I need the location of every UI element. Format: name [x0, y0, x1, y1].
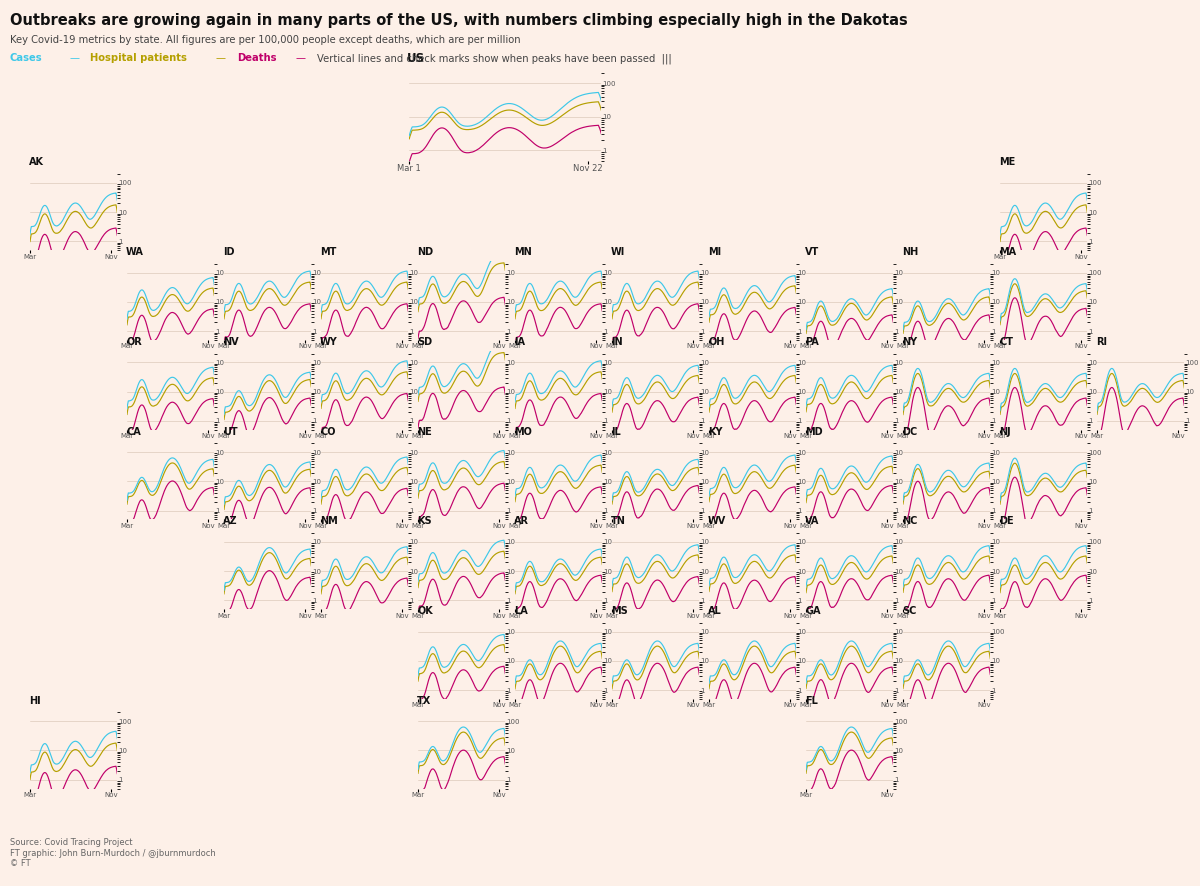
Text: DC: DC	[902, 426, 917, 437]
Text: LA: LA	[514, 606, 528, 616]
Text: GA: GA	[805, 606, 821, 616]
Text: Vertical lines and check marks show when peaks have been passed  |||: Vertical lines and check marks show when…	[317, 53, 672, 64]
Text: CA: CA	[126, 426, 140, 437]
Text: FL: FL	[805, 696, 818, 705]
Text: ID: ID	[223, 247, 235, 257]
Text: Cases: Cases	[10, 53, 42, 63]
Text: TX: TX	[418, 696, 431, 705]
Text: NY: NY	[902, 337, 917, 346]
Text: NV: NV	[223, 337, 239, 346]
Text: MD: MD	[805, 426, 823, 437]
Text: AL: AL	[708, 606, 722, 616]
Text: Source: Covid Tracing Project
FT graphic: John Burn-Murdoch / @jburnmurdoch
© FT: Source: Covid Tracing Project FT graphic…	[10, 838, 215, 868]
Text: AZ: AZ	[223, 517, 238, 526]
Text: WV: WV	[708, 517, 726, 526]
Text: VA: VA	[805, 517, 820, 526]
Text: NC: NC	[902, 517, 918, 526]
Text: —: —	[216, 53, 226, 63]
Text: KY: KY	[708, 426, 722, 437]
Text: NE: NE	[418, 426, 432, 437]
Text: MS: MS	[611, 606, 628, 616]
Text: NH: NH	[902, 247, 918, 257]
Text: IL: IL	[611, 426, 620, 437]
Text: Outbreaks are growing again in many parts of the US, with numbers climbing espec: Outbreaks are growing again in many part…	[10, 13, 907, 28]
Text: AK: AK	[29, 158, 44, 167]
Text: —: —	[70, 53, 79, 63]
Text: OH: OH	[708, 337, 725, 346]
Text: —: —	[295, 53, 305, 63]
Text: TN: TN	[611, 517, 626, 526]
Text: RI: RI	[1096, 337, 1108, 346]
Text: SC: SC	[902, 606, 917, 616]
Text: MO: MO	[514, 426, 532, 437]
Text: CT: CT	[1000, 337, 1013, 346]
Text: HI: HI	[29, 696, 41, 705]
Text: OK: OK	[418, 606, 433, 616]
Text: WY: WY	[320, 337, 338, 346]
Text: MI: MI	[708, 247, 721, 257]
Text: MT: MT	[320, 247, 336, 257]
Text: PA: PA	[805, 337, 818, 346]
Text: ND: ND	[418, 247, 433, 257]
Text: AR: AR	[514, 517, 529, 526]
Text: MN: MN	[514, 247, 532, 257]
Text: SD: SD	[418, 337, 432, 346]
Text: NJ: NJ	[1000, 426, 1010, 437]
Text: US: US	[407, 52, 426, 66]
Text: OR: OR	[126, 337, 142, 346]
Text: DE: DE	[1000, 517, 1014, 526]
Text: ME: ME	[1000, 158, 1015, 167]
Text: Key Covid-19 metrics by state. All figures are per 100,000 people except deaths,: Key Covid-19 metrics by state. All figur…	[10, 35, 521, 45]
Text: Hospital patients: Hospital patients	[90, 53, 187, 63]
Text: MA: MA	[1000, 247, 1016, 257]
Text: WA: WA	[126, 247, 144, 257]
Text: UT: UT	[223, 426, 238, 437]
Text: CO: CO	[320, 426, 336, 437]
Text: VT: VT	[805, 247, 820, 257]
Text: KS: KS	[418, 517, 432, 526]
Text: NM: NM	[320, 517, 338, 526]
Text: Deaths: Deaths	[238, 53, 277, 63]
Text: IA: IA	[514, 337, 526, 346]
Text: WI: WI	[611, 247, 625, 257]
Text: IN: IN	[611, 337, 623, 346]
